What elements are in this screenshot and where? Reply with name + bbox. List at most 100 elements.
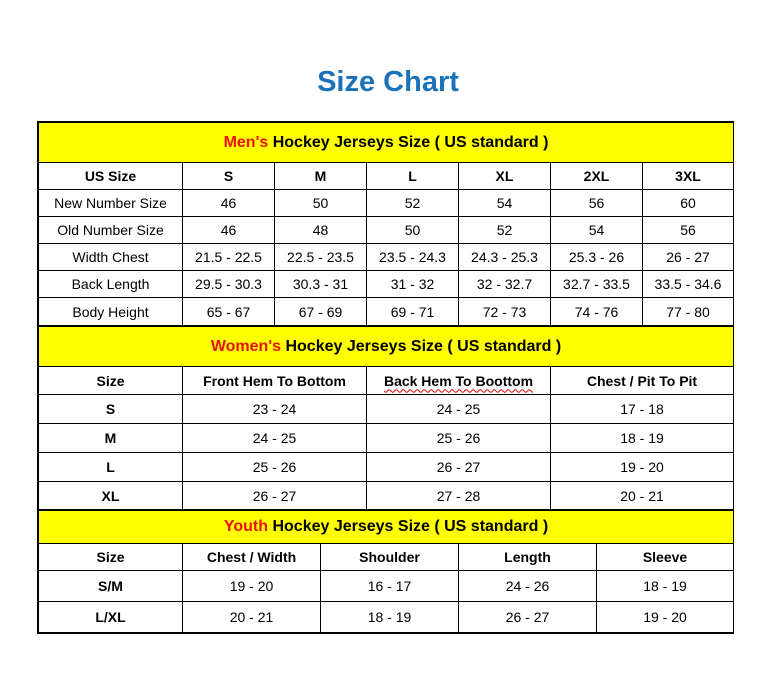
table-cell: 56 xyxy=(642,216,734,244)
column-header: M xyxy=(274,162,367,190)
table-cell: 19 - 20 xyxy=(550,452,734,482)
column-header-label: Size xyxy=(96,372,125,389)
youth-section-heading: Youth Hockey Jerseys Size ( US standard … xyxy=(37,510,735,544)
column-header: Length xyxy=(458,543,597,571)
table-cell: 54 xyxy=(458,189,551,217)
row-label-cell: L xyxy=(38,452,183,482)
table-cell: 16 - 17 xyxy=(320,570,459,602)
table-cell: 18 - 19 xyxy=(320,601,459,633)
table-cell: 69 - 71 xyxy=(366,297,459,326)
table-cell: 56 xyxy=(550,189,643,217)
column-header-label: 3XL xyxy=(675,168,701,184)
table-row: M 24 - 25 25 - 26 18 - 19 xyxy=(38,423,734,453)
page-title: Size Chart xyxy=(317,66,459,98)
table-row: New Number Size 46 50 52 54 56 60 xyxy=(38,189,734,217)
table-cell: 23 - 24 xyxy=(182,394,367,424)
column-header-label: US Size xyxy=(84,168,137,184)
table-cell: 26 - 27 xyxy=(642,243,734,271)
column-header-label: Back Hem To Boottom xyxy=(383,372,534,389)
column-header-label: M xyxy=(314,168,327,184)
table-cell: 48 xyxy=(274,216,367,244)
column-header: Shoulder xyxy=(320,543,459,571)
table-cell: 27 - 28 xyxy=(366,481,551,510)
column-header-label: 2XL xyxy=(583,168,610,184)
table-row: S 23 - 24 24 - 25 17 - 18 xyxy=(38,394,734,424)
table-cell: 67 - 69 xyxy=(274,297,367,326)
table-cell: 32.7 - 33.5 xyxy=(550,270,643,298)
row-label-cell: M xyxy=(38,423,183,453)
column-header-label: Chest / Width xyxy=(206,549,297,565)
table-row: Old Number Size 46 48 50 52 54 56 xyxy=(38,216,734,244)
table-cell: 20 - 21 xyxy=(182,601,321,633)
women-size-table: Women's Hockey Jerseys Size ( US standar… xyxy=(38,326,734,510)
column-header: Size xyxy=(38,366,183,395)
table-cell: 50 xyxy=(274,189,367,217)
table-cell: 52 xyxy=(366,189,459,217)
column-header: Size xyxy=(38,543,183,571)
column-header-label: Chest / Pit To Pit xyxy=(586,372,698,389)
section-heading-cell: Youth Hockey Jerseys Size ( US standard … xyxy=(37,510,735,544)
row-label-cell: S xyxy=(38,394,183,424)
section-accent-label: Men's xyxy=(223,133,269,151)
table-cell: 19 - 20 xyxy=(182,570,321,602)
table-row: XL 26 - 27 27 - 28 20 - 21 xyxy=(38,481,734,510)
row-label-cell: Body Height xyxy=(38,297,183,326)
table-cell: 26 - 27 xyxy=(182,481,367,510)
table-cell: 52 xyxy=(458,216,551,244)
table-cell: 54 xyxy=(550,216,643,244)
row-label-cell: Old Number Size xyxy=(38,216,183,244)
section-heading-cell: Men's Hockey Jerseys Size ( US standard … xyxy=(38,122,734,163)
row-label-cell: New Number Size xyxy=(38,189,183,217)
size-chart: Men's Hockey Jerseys Size ( US standard … xyxy=(37,121,735,634)
table-cell: 19 - 20 xyxy=(595,601,735,633)
column-header-label: L xyxy=(408,168,417,184)
column-header: 2XL xyxy=(550,162,643,190)
men-size-table: Men's Hockey Jerseys Size ( US standard … xyxy=(38,122,734,326)
table-cell: 26 - 27 xyxy=(458,601,597,633)
column-header-label: Length xyxy=(504,549,551,565)
table-row: S/M 19 - 20 16 - 17 24 - 26 18 - 19 xyxy=(38,570,735,602)
header-row: Size Front Hem To Bottom Back Hem To Boott… xyxy=(38,366,734,395)
table-cell: 18 - 19 xyxy=(550,423,734,453)
table-row: Body Height 65 - 67 67 - 69 69 - 71 72 - 73 7… xyxy=(38,297,734,326)
table-row: Back Length 29.5 - 30.3 30.3 - 31 31 - 32 32… xyxy=(38,270,734,298)
column-header: Back Hem To Boottom xyxy=(366,366,551,395)
youth-size-table: Youth Hockey Jerseys Size ( US standard … xyxy=(37,510,735,633)
table-cell: 26 - 27 xyxy=(366,452,551,482)
column-header: Chest / Width xyxy=(182,543,321,571)
table-row: L 25 - 26 26 - 27 19 - 20 xyxy=(38,452,734,482)
row-label-cell: Back Length xyxy=(38,270,183,298)
column-header: Chest / Pit To Pit xyxy=(550,366,734,395)
table-cell: 20 - 21 xyxy=(550,481,734,510)
table-cell: 50 xyxy=(366,216,459,244)
table-cell: 17 - 18 xyxy=(550,394,734,424)
table-cell: 25.3 - 26 xyxy=(550,243,643,271)
row-label-cell: L/XL xyxy=(38,601,183,633)
column-header: 3XL xyxy=(642,162,734,190)
table-cell: 22.5 - 23.5 xyxy=(274,243,367,271)
column-header: Sleeve xyxy=(595,543,735,571)
table-cell: 31 - 32 xyxy=(366,270,459,298)
column-header-label: XL xyxy=(495,168,514,184)
women-section-heading: Women's Hockey Jerseys Size ( US standar… xyxy=(38,326,734,367)
table-cell: 21.5 - 22.5 xyxy=(182,243,275,271)
column-header-label: Shoulder xyxy=(359,549,420,565)
table-cell: 72 - 73 xyxy=(458,297,551,326)
table-row: L/XL 20 - 21 18 - 19 26 - 27 19 - 20 xyxy=(38,601,735,633)
header-row: Size Chest / Width Shoulder Length Sleeve xyxy=(38,543,735,571)
column-header: L xyxy=(366,162,459,190)
section-heading-cell: Women's Hockey Jerseys Size ( US standar… xyxy=(38,326,734,367)
table-cell: 33.5 - 34.6 xyxy=(642,270,734,298)
column-header-label: Sleeve xyxy=(642,549,688,565)
table-cell: 24 - 25 xyxy=(182,423,367,453)
table-cell: 74 - 76 xyxy=(550,297,643,326)
row-label-cell: S/M xyxy=(38,570,183,602)
column-header-label: Size xyxy=(96,549,125,565)
column-header-label: S xyxy=(223,168,234,184)
table-cell: 77 - 80 xyxy=(642,297,734,326)
row-label-cell: Width Chest xyxy=(38,243,183,271)
section-heading-text: Hockey Jerseys Size ( US standard ) xyxy=(281,337,562,355)
table-cell: 25 - 26 xyxy=(366,423,551,453)
table-cell: 46 xyxy=(182,216,275,244)
table-cell: 30.3 - 31 xyxy=(274,270,367,298)
